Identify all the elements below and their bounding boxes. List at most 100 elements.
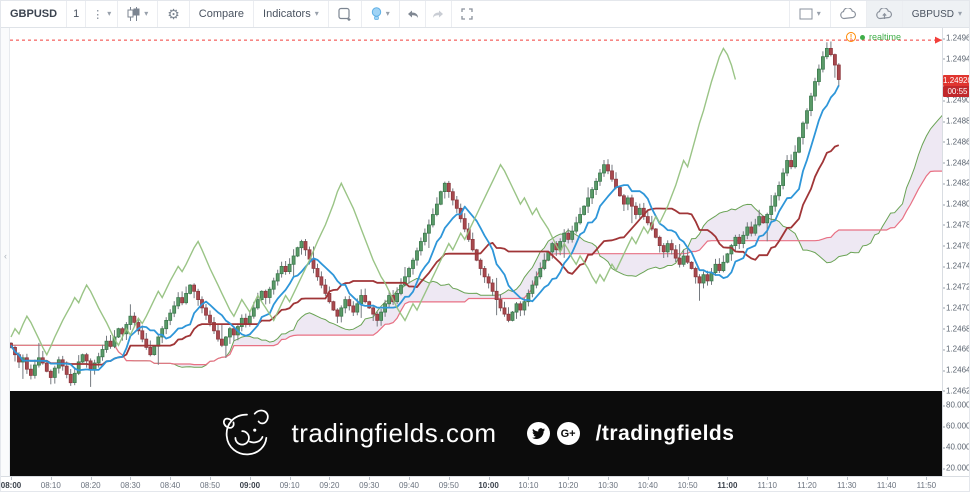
- time-label: 11:00: [717, 481, 738, 490]
- price-tick: 1.24860: [943, 137, 969, 146]
- lower-pane-tick: 80.0000: [943, 401, 969, 410]
- interval-button[interactable]: 1: [67, 1, 87, 27]
- alert-price-line[interactable]: [10, 36, 942, 44]
- time-label: 08:50: [199, 481, 221, 490]
- time-tick: [488, 477, 490, 480]
- time-tick: [210, 477, 211, 480]
- candlestick-icon: [127, 7, 140, 21]
- time-tick: [50, 477, 52, 480]
- chevron-down-icon: ▾: [314, 9, 319, 18]
- time-label: 09:10: [279, 481, 300, 490]
- ideas-button[interactable]: ▾: [361, 1, 400, 27]
- price-tick: 1.24660: [943, 345, 969, 354]
- candles: [10, 41, 841, 387]
- quick-symbol-button[interactable]: GBPUSD ▾: [901, 1, 969, 27]
- time-tick: [687, 477, 689, 480]
- price-tick: 1.24900: [943, 96, 969, 105]
- redo-icon: [432, 10, 443, 18]
- time-tick: [926, 477, 928, 480]
- fullscreen-icon: [461, 8, 473, 20]
- toolbar-collapse-arrow[interactable]: ‹: [4, 251, 7, 261]
- time-label: 08:30: [120, 481, 141, 490]
- symbol-label: GBPUSD: [10, 8, 58, 20]
- time-tick: [249, 477, 251, 480]
- price-tick: 1.24700: [943, 303, 969, 312]
- chevron-down-icon: ▾: [144, 9, 149, 18]
- alert-plus-icon: [338, 7, 351, 21]
- time-tick: [170, 477, 172, 480]
- twitter-icon: [526, 422, 550, 445]
- time-label: 11:40: [876, 481, 897, 490]
- time-label: 10:30: [597, 481, 619, 490]
- lightbulb-icon: [371, 7, 381, 20]
- time-tick: [130, 477, 132, 480]
- undo-button[interactable]: [399, 1, 426, 27]
- chart-toolbar: GBPUSD 1 ⋮ ▾ ▾ ⚙ Compare Indicators ▾: [1, 1, 969, 28]
- time-tick: [767, 477, 769, 480]
- chevron-down-icon: ▾: [385, 9, 390, 18]
- compare-button[interactable]: Compare: [189, 1, 255, 27]
- time-tick: [369, 477, 371, 480]
- quick-symbol-label: GBPUSD: [911, 8, 954, 20]
- time-tick: [647, 477, 649, 480]
- price-tick: 1.24880: [943, 117, 969, 126]
- price-tick: 1.24620: [943, 386, 969, 395]
- load-layout-button[interactable]: [829, 1, 866, 27]
- chevron-down-icon: ▾: [957, 9, 962, 18]
- interval-menu-button[interactable]: ⋮ ▾: [86, 1, 119, 27]
- lower-pane-tick: 20.0000: [943, 464, 969, 473]
- realtime-dot-icon: [860, 34, 865, 40]
- realtime-status[interactable]: ! realtime: [846, 31, 901, 43]
- time-tick: [11, 477, 12, 480]
- countdown-badge: 00:55: [943, 85, 969, 97]
- time-tick: [886, 477, 888, 480]
- price-axis[interactable]: 1.24960 1.24940 1.24920 1.24900 1.24880 1.248…: [942, 28, 970, 476]
- time-tick: [528, 477, 530, 480]
- chart-properties-button[interactable]: ⚙: [158, 1, 190, 27]
- indicators-button[interactable]: Indicators ▾: [254, 1, 329, 27]
- drawing-toolbar-collapsed: ‹: [1, 28, 10, 476]
- time-label: 10:40: [637, 481, 658, 490]
- chevron-down-icon: ▾: [816, 9, 821, 18]
- gear-icon: ⚙: [167, 5, 180, 22]
- time-label: 10:50: [677, 481, 698, 490]
- chevron-down-icon: ▾: [107, 9, 112, 18]
- redo-button[interactable]: [425, 1, 452, 27]
- data-warning-icon: !: [846, 32, 856, 42]
- banner-social-icons: G+: [526, 422, 580, 445]
- last-price-badge: 1.24920: [943, 74, 970, 86]
- time-label: 09:40: [398, 481, 420, 490]
- price-tick: 1.24740: [943, 262, 969, 271]
- time-tick: [289, 477, 291, 480]
- interval-label: 1: [73, 8, 80, 20]
- save-layout-button[interactable]: [865, 1, 902, 27]
- price-tick: 1.24720: [943, 283, 969, 292]
- realtime-label: realtime: [869, 32, 902, 42]
- price-tick: 1.24800: [943, 200, 969, 209]
- lower-pane-tick: 60.0000: [943, 422, 969, 431]
- undo-icon: [407, 10, 418, 18]
- fullscreen-button[interactable]: [451, 1, 482, 27]
- time-axis[interactable]: 08:00 08:10 08:20 08:30 08:40 08:50 09:00 09:10…: [1, 476, 969, 491]
- create-alert-button[interactable]: [328, 1, 362, 27]
- time-tick: [807, 477, 808, 480]
- layout-grid-icon: [799, 8, 813, 20]
- time-label: 11:10: [757, 481, 777, 490]
- time-tick: [608, 477, 609, 480]
- tradingfields-bull-logo: [222, 409, 269, 455]
- tenkan-line: [10, 84, 840, 372]
- favorites-dots-icon: ⋮: [92, 8, 104, 21]
- googleplus-icon: G+: [556, 422, 580, 445]
- time-label: 10:10: [518, 481, 539, 490]
- chart-style-button[interactable]: ▾: [118, 1, 159, 27]
- symbol-button[interactable]: GBPUSD: [1, 1, 68, 27]
- price-tick: 1.24780: [943, 220, 969, 229]
- watermark-banner: tradingfields.com G+ /tradingfields: [10, 391, 942, 476]
- time-label: 09:30: [359, 481, 380, 490]
- chart-canvas[interactable]: [10, 28, 942, 476]
- time-label: 09:50: [438, 481, 459, 490]
- chikou-line: [10, 46, 737, 357]
- price-tick: 1.24820: [943, 179, 969, 188]
- layout-select-button[interactable]: ▾: [788, 1, 830, 27]
